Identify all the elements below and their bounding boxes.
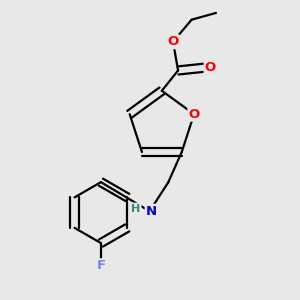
Text: H: H <box>131 203 141 214</box>
Text: F: F <box>96 259 106 272</box>
Text: N: N <box>146 205 157 218</box>
Text: O: O <box>205 61 216 74</box>
Text: O: O <box>167 35 178 48</box>
Text: O: O <box>188 108 200 121</box>
